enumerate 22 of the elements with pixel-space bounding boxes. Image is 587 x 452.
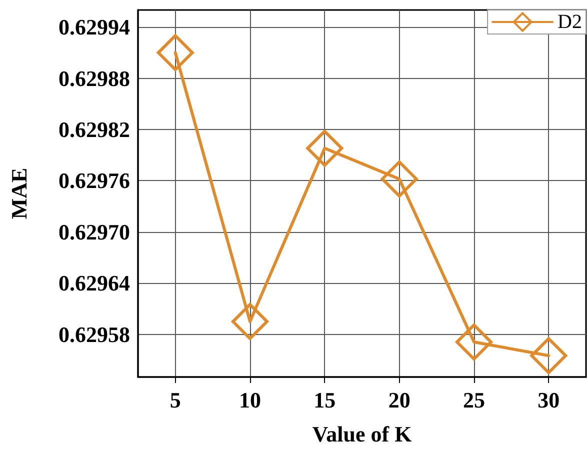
point — [456, 324, 492, 361]
point — [530, 337, 568, 374]
x-tick-label: 25 — [463, 388, 485, 412]
legend-label: D2 — [558, 11, 582, 33]
x-axis-title: Value of K — [312, 422, 412, 446]
y-tick-label: 0.62958 — [58, 322, 130, 347]
y-tick-label: 0.62964 — [58, 270, 130, 296]
x-tick-label: 30 — [538, 388, 560, 412]
x-tick-label: 15 — [314, 388, 336, 412]
x-tick-label: 5 — [170, 388, 181, 412]
point — [232, 303, 268, 340]
y-tick-label: 0.62988 — [58, 66, 130, 91]
x-tick-label: 20 — [388, 388, 410, 412]
y-tick-label: 0.62994 — [58, 14, 130, 40]
y-tick-label: 0.62976 — [58, 168, 130, 194]
y-tick-label: 0.62970 — [58, 219, 130, 244]
y-axis-title: MAE — [6, 168, 32, 220]
point — [380, 160, 418, 198]
point — [306, 130, 344, 167]
y-tick-label: 0.62982 — [58, 116, 130, 142]
point — [156, 34, 194, 72]
x-tick-label: 10 — [239, 388, 261, 412]
